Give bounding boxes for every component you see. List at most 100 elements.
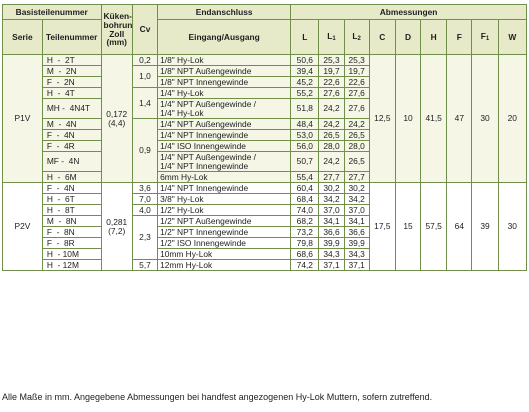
teilenummer-cell: F - 8N [41,226,102,238]
teilenummer-cell: M - 2N [41,65,102,77]
table-row: F - 8N 1/2" NPT Innengewinde 73,2 36,6 36,6 [3,226,527,238]
table-row: H - 4T 1,4 1/4" Hy-Lok 55,2 27,6 27,6 [3,87,527,119]
teilenummer-cell: H - 12M [41,259,102,271]
dim-L2-cell: 27,6 [343,87,370,99]
teilenummer-cell: F - 4N [41,129,102,141]
cv-cell: 0,2 [131,54,159,66]
dim-L2-cell: 34,1 [343,215,370,227]
endanschluss-cell: 3/8" Hy-Lok [157,193,292,205]
dim-L1-cell: 30,2 [318,182,345,194]
header-kuekenbohrung: Küken-bohrung Zoll (mm) [100,4,133,55]
serie-cell: P1V [2,54,43,183]
bohrung-cell: 0,281 (7,2) [100,182,133,271]
dim-L-cell: 39,4 [290,65,320,77]
teilenummer-cell: F - 8R [41,237,102,249]
dim-L1-cell: 28,0 [318,140,345,152]
header-endanschluss: Endanschluss [157,4,292,20]
table-row: M - 2N 1,0 1/8" NPT Außengewinde 39,4 19,7 19… [3,65,527,88]
dim-L1-cell: 26,5 [318,129,345,141]
header-L1: L1 [318,19,345,55]
dim-L2-cell: 27,6 [343,98,370,119]
table-row: F - 8R 1/2" ISO Innengewinde 79,8 39,9 39,9 [3,237,527,249]
spec-table: Basisteilenummer Küken-bohrung Zoll (mm)… [2,4,528,271]
dim-L1-cell: 19,7 [318,65,345,77]
header-C: C [368,19,396,55]
dim-L-cell: 55,4 [290,171,320,183]
dim-L2-cell: 27,7 [343,171,370,183]
cv-cell: 4,0 [131,204,159,216]
teilenummer-cell: H - 4T [41,87,102,99]
dim-L2-cell: 26,5 [343,151,370,172]
cv-cell: 1,0 [131,65,159,88]
dim-L1-cell: 34,1 [318,215,345,227]
dim-L-cell: 53,0 [290,129,320,141]
endanschluss-cell: 1/8" NPT Innengewinde [157,76,292,88]
cv-cell: 2,3 [131,215,159,260]
table-row: H - 12M 5,7 12mm Hy-Lok 74,2 37,1 37,1 [3,259,527,271]
dim-F1-cell: 39 [471,182,499,271]
dim-L-cell: 56,0 [290,140,320,152]
table-row: MF - 4N 1/4" NPT Außengewinde / 1/4" NPT … [3,151,527,172]
dim-L2-cell: 37,0 [343,204,370,216]
dim-L2-cell: 19,7 [343,65,370,77]
dim-L1-cell: 27,6 [318,87,345,99]
dim-H-cell: 57,5 [420,182,448,271]
header-H: H [420,19,448,55]
teilenummer-cell: H - 2T [41,54,102,66]
table-row: MH - 4N4T 1/4" NPT Außengewinde / 1/4" Hy… [3,98,527,119]
table-row: H - 6M 6mm Hy-Lok 55,4 27,7 27,7 [3,171,527,183]
header-F: F [446,19,473,55]
dim-L1-cell: 39,9 [318,237,345,249]
endanschluss-cell: 1/4" Hy-Lok [157,87,292,99]
dim-L1-cell: 22,6 [318,76,345,88]
header-teilenummer: Teilenummer [41,19,102,55]
dim-L2-cell: 28,0 [343,140,370,152]
table-row: P2V F - 4N 0,281 (7,2) 3,6 1/4" NPT Innengew… [2,182,528,271]
header-serie: Serie [2,19,43,55]
header-D: D [394,19,422,55]
endanschluss-cell: 1/2" ISO Innengewinde [157,237,292,249]
dim-C-cell: 17,5 [368,182,396,271]
spec-table-body: P1V H - 2T 0,172 (4,4) 0,2 1/8" Hy-Lok 50,6 25… [2,54,528,271]
header-basisteilenummer: Basisteilenummer [2,4,102,20]
dim-L-cell: 79,8 [290,237,320,249]
dim-W-cell: 20 [497,54,528,183]
table-row: F - 4R 1/4" ISO Innengewinde 56,0 28,0 28,0 [3,140,527,152]
dim-L-cell: 51,8 [290,98,320,119]
dim-L-cell: 68,6 [290,248,320,260]
dim-L1-cell: 24,2 [318,98,345,119]
endanschluss-cell: 1/2" NPT Außengewinde [157,215,292,227]
teilenummer-cell: MH - 4N4T [41,98,102,119]
dim-L1-cell: 24,2 [318,118,345,130]
dim-L2-cell: 39,9 [343,237,370,249]
cv-cell: 0,9 [131,118,159,183]
dim-L1-cell: 36,6 [318,226,345,238]
bohrung-cell: 0,172 (4,4) [100,54,133,183]
header-eingang-ausgang: Eingang/Ausgang [157,19,292,55]
teilenummer-cell: H - 8T [41,204,102,216]
dim-L1-cell: 34,2 [318,193,345,205]
teilenummer-cell: M - 8N [41,215,102,227]
dim-L1-cell: 37,0 [318,204,345,216]
endanschluss-cell: 1/2" Hy-Lok [157,204,292,216]
dim-L2-cell: 25,3 [343,54,370,66]
dim-L2-cell: 22,6 [343,76,370,88]
dim-L-cell: 50,7 [290,151,320,172]
dim-L-cell: 60,4 [290,182,320,194]
cv-cell: 3,6 [131,182,159,194]
dim-L-cell: 68,2 [290,215,320,227]
header-W: W [497,19,528,55]
dim-L1-cell: 34,3 [318,248,345,260]
teilenummer-cell: H - 6M [41,171,102,183]
dim-L2-cell: 26,5 [343,129,370,141]
header-cv: Cv [131,4,159,55]
dim-L-cell: 74,2 [290,259,320,271]
dim-L-cell: 74,0 [290,204,320,216]
dim-L1-cell: 25,3 [318,54,345,66]
dim-L2-cell: 37,1 [343,259,370,271]
dim-L2-cell: 36,6 [343,226,370,238]
endanschluss-cell: 1/4" NPT Innengewinde [157,182,292,194]
dim-F1-cell: 30 [471,54,499,183]
dim-L1-cell: 24,2 [318,151,345,172]
dim-L-cell: 50,6 [290,54,320,66]
